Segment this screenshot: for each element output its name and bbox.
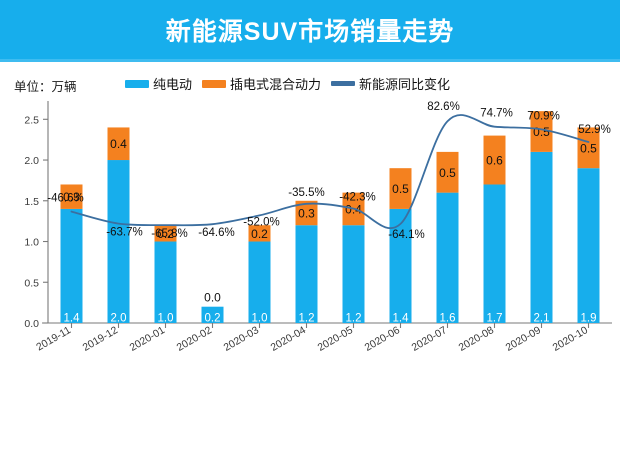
trend-value-label: -42.3%: [339, 192, 375, 204]
bar-value-label-bev: 1.2: [346, 313, 362, 325]
stacked-bar-line-chart: 0.0 0.5 1.0 1.5 2.0 2.5 1.4 2.0 1.0 0.2 1.0 1.2 1.2 1…: [24, 101, 612, 354]
bar-value-label-phev: 0.2: [251, 227, 268, 241]
bar-value-label-bev: 1.2: [299, 313, 315, 325]
legend-item-yoy: 新能源同比变化: [331, 74, 450, 93]
x-tick-label: 2019-11: [34, 324, 73, 353]
legend-swatch-yoy: [331, 81, 356, 86]
bar-value-label-bev: 1.0: [158, 313, 174, 325]
unit-label: 单位：万辆: [14, 80, 77, 94]
bar-segment-bev: [154, 241, 177, 323]
bar-value-label-bev: 0.2: [205, 313, 221, 325]
legend-label-yoy: 新能源同比变化: [359, 77, 451, 92]
bar-value-label-phev: 0.5: [392, 182, 409, 196]
header-divider: [0, 59, 620, 62]
bar-segment-bev: [60, 208, 83, 323]
bar-segment-phev: [248, 225, 271, 242]
bar-segment-phev: [107, 127, 130, 161]
bar-value-label-phev: 0.2: [157, 227, 174, 241]
bar-segment-phev: [154, 225, 177, 242]
legend-swatch-phev: [202, 79, 227, 88]
legend-label-phev: 插电式混合动力: [230, 77, 322, 92]
x-tick-label: 2019-12: [81, 324, 121, 354]
bar-segment-bev: [107, 160, 130, 323]
bar-value-label-phev: 0.5: [580, 141, 597, 155]
bar-value-label-bev: 2.0: [111, 313, 127, 325]
bar-segment-phev: [389, 168, 412, 209]
bar-value-label-phev: 0.6: [486, 154, 503, 168]
x-tick-label: 2020-02: [175, 324, 215, 354]
bar-segment-bev: [201, 306, 224, 323]
chart-plot-area: 0.0 0.5 1.0 1.5 2.0 2.5 1.4 2.0 1.0 0.2 1.0 1.2 1.2 1…: [0, 95, 620, 420]
bar-segment-phev: [295, 200, 318, 226]
bar-segment-bev: [577, 168, 600, 323]
bar-segment-phev: [483, 135, 506, 185]
trend-value-label: 70.9%: [527, 110, 560, 122]
bar-value-label-bev: 1.6: [440, 313, 456, 325]
bar-value-label-bev: 1.0: [252, 313, 268, 325]
trend-value-label: -63.7%: [106, 227, 142, 239]
y-tick-label: 1.0: [24, 237, 39, 249]
bar-value-label-bev: 1.4: [393, 313, 410, 325]
bar-value-label-phev: 0.5: [533, 125, 550, 139]
y-tick-label: 2.5: [24, 114, 39, 126]
bar-value-label-phev: 0.4: [110, 137, 127, 151]
y-tick-label: 2.0: [24, 155, 39, 167]
bar-value-label-bev: 1.7: [487, 313, 503, 325]
bar-segment-phev: [577, 127, 600, 169]
trend-line-yoy: [70, 114, 590, 230]
x-tick-label: 2020-05: [316, 324, 356, 354]
x-tick-label: 2020-04: [269, 324, 309, 354]
legend-item-bev: 纯电动: [125, 74, 192, 93]
bar-segment-bev: [342, 225, 365, 323]
bar-segment-phev: [436, 151, 459, 193]
bar-segment-bev: [295, 225, 318, 323]
trend-value-label: -64.6%: [198, 227, 234, 239]
bar-segment-bev: [530, 151, 553, 323]
x-tick-label: 2020-08: [457, 324, 497, 354]
y-tick-label: 1.5: [24, 196, 39, 208]
trend-value-label: 74.7%: [480, 108, 513, 120]
bar-segment-phev: [60, 184, 83, 209]
bar-value-label-phev: 0.3: [298, 207, 315, 221]
y-tick-label: 0.0: [24, 318, 39, 330]
x-tick-label: 2020-03: [222, 324, 262, 354]
bar-segment-bev: [389, 208, 412, 323]
x-tick-label: 2020-01: [128, 324, 168, 354]
x-tick-label: 2020-07: [410, 324, 450, 354]
chart-legend: 纯电动 插电式混合动力 新能源同比变化: [125, 74, 460, 93]
bar-segment-bev: [436, 192, 459, 323]
trend-value-label: -35.5%: [288, 187, 324, 199]
trend-value-label: -52.0%: [243, 216, 279, 228]
bar-value-label-phev: 0.0: [204, 291, 221, 305]
trend-value-label: -64.1%: [388, 229, 424, 241]
bar-value-label-bev: 1.4: [64, 313, 81, 325]
bar-segment-phev: [530, 111, 553, 152]
x-tick-label: 2020-10: [551, 324, 591, 354]
y-tick-label: 0.5: [24, 277, 39, 289]
bar-value-label-bev: 2.1: [534, 313, 550, 325]
bar-value-label-phev: 0.5: [439, 166, 456, 180]
trend-value-label: 82.6%: [427, 101, 460, 113]
trend-value-label: -46.6%: [47, 193, 83, 205]
header-banner: 新能源SUV市场销量走势: [0, 0, 620, 59]
page-title: 新能源SUV市场销量走势: [165, 17, 455, 46]
bar-segment-bev: [248, 241, 271, 323]
bar-value-label-bev: 1.9: [581, 313, 597, 325]
x-tick-label: 2020-06: [363, 324, 403, 354]
legend-item-phev: 插电式混合动力: [202, 74, 321, 93]
trend-value-label: 52.9%: [578, 124, 611, 136]
x-tick-label: 2020-09: [504, 324, 544, 354]
legend-label-bev: 纯电动: [153, 77, 193, 92]
bar-segment-bev: [483, 184, 506, 323]
trend-value-label: -65.8%: [151, 228, 187, 240]
legend-swatch-bev: [125, 79, 149, 88]
bar-value-label-phev: 0.3: [63, 190, 80, 204]
